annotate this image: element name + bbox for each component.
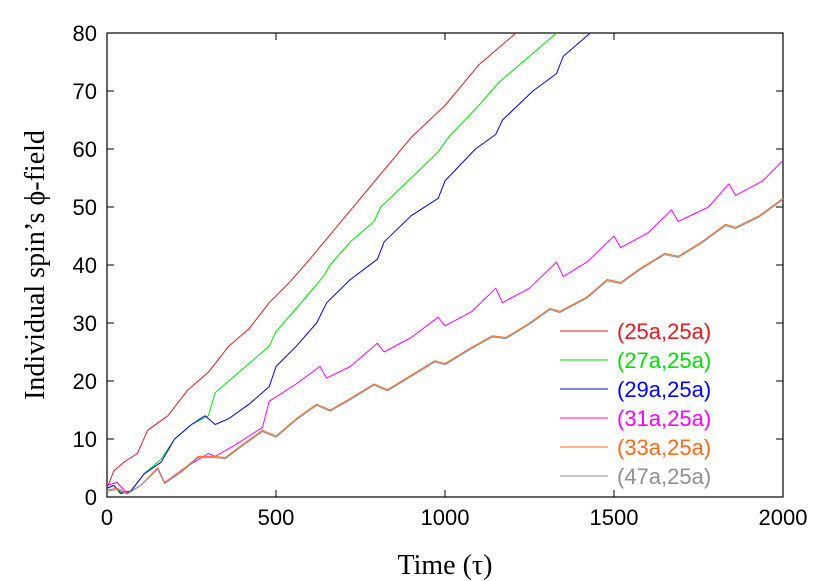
y-tick-label: 10 (73, 427, 97, 452)
x-tick-label: 500 (258, 505, 295, 530)
y-tick-label: 20 (73, 369, 97, 394)
y-axis-title: Individual spin’s ϕ-field (20, 130, 51, 400)
legend-label: (25a,25a) (617, 319, 711, 344)
legend-label: (31a,25a) (617, 406, 711, 431)
legend-label: (33a,25a) (617, 435, 711, 460)
y-tick-label: 40 (73, 253, 97, 278)
series-line (107, 197, 783, 494)
legend-label: (27a,25a) (617, 348, 711, 373)
y-tick-label: 70 (73, 79, 97, 104)
x-tick-label: 1000 (421, 505, 470, 530)
y-tick-label: 50 (73, 195, 97, 220)
series-lines (107, 33, 783, 495)
series-line (107, 33, 517, 489)
series-line (107, 33, 557, 493)
x-axis-title: Time (τ) (397, 550, 492, 581)
series-line (107, 33, 591, 494)
legend: (25a,25a) (27a,25a) (29a,25a) (31a,25a) (33a… (560, 319, 711, 489)
legend-label: (47a,25a) (617, 464, 711, 489)
series-line (107, 199, 783, 495)
y-tick-label: 0 (85, 485, 97, 510)
x-tick-label: 2000 (759, 505, 808, 530)
legend-label: (29a,25a) (617, 377, 711, 402)
y-tick-label: 60 (73, 137, 97, 162)
y-tick-label: 30 (73, 311, 97, 336)
x-tick-label: 0 (101, 505, 113, 530)
y-tick-label: 80 (73, 21, 97, 46)
ticks: 0 500 1000 1500 2000 0 10 20 30 40 50 60 70 80 (73, 21, 808, 530)
x-tick-label: 1500 (590, 505, 639, 530)
